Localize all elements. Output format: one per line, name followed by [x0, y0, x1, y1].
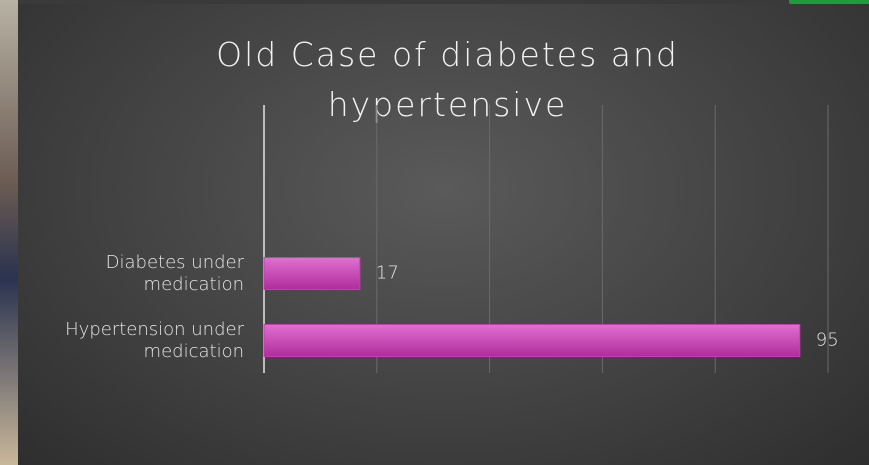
value-label: 17 — [376, 263, 399, 284]
value-label: 95 — [816, 330, 839, 351]
bar — [264, 258, 360, 290]
y-tick-label: Hypertension under medication — [14, 319, 244, 363]
page: Old Case of diabetes and hypertensive 17… — [0, 0, 869, 465]
bar — [264, 325, 800, 357]
chart: 1795 — [0, 0, 869, 465]
y-tick-label: Diabetes under medication — [14, 252, 244, 296]
